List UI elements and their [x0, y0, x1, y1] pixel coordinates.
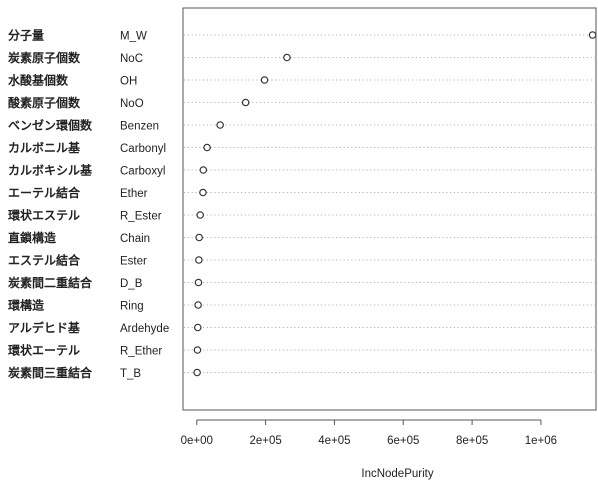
row-label-en: NoO [120, 98, 144, 110]
row-label-en: Chain [120, 233, 150, 245]
row-label-en: OH [120, 76, 137, 88]
plot-frame [182, 7, 597, 411]
data-point [260, 76, 269, 84]
row-labels: 分子量 M_W 炭素原子個数 NoC 水酸基個数 OH 酸素原子個数 NoO ベンゼン環個数 Be… [8, 28, 169, 381]
row-label-en: Ardehyde [120, 323, 169, 335]
row-label-en: Carboxyl [120, 166, 165, 178]
row-label-jp: 水酸基個数 [8, 73, 69, 88]
row-label-en: Ester [120, 256, 147, 268]
row-label-en: Ring [120, 301, 144, 313]
data-point [199, 166, 208, 174]
x-axis: 0e+00 2e+05 4e+05 6e+05 8e+05 1e+06 [181, 419, 557, 447]
data-point [195, 233, 203, 242]
row-label-jp: 環状エステル [8, 208, 80, 223]
row-label-jp: カルボキシル基 [8, 163, 93, 178]
row-label-en: Ether [120, 188, 148, 200]
row-label-jp: 環状エーテル [8, 343, 80, 358]
x-tick-label: 8e+05 [456, 435, 488, 447]
data-point [588, 31, 597, 39]
row-label-jp: 炭素原子個数 [8, 50, 81, 65]
row-label-jp: エステル結合 [8, 253, 81, 268]
x-tick-label: 0e+00 [181, 435, 213, 447]
row-label-en: R_Ester [120, 211, 162, 223]
x-tick-label: 6e+05 [387, 435, 419, 447]
data-point [193, 368, 201, 377]
row-label-jp: 炭素間三重結合 [8, 365, 93, 380]
row-label-jp: カルボニル基 [8, 140, 81, 155]
data-points [193, 31, 597, 377]
data-point [216, 121, 224, 129]
row-label-en: M_W [120, 31, 147, 43]
row-label-en: Benzen [120, 121, 159, 133]
x-tick-label: 2e+05 [249, 435, 281, 447]
row-label-jp: 酸素原子個数 [8, 95, 81, 110]
row-label-jp: アルデヒド基 [8, 320, 81, 335]
data-point [241, 98, 250, 107]
data-point [193, 323, 202, 332]
data-point [283, 53, 291, 62]
data-point [194, 301, 202, 309]
row-label-jp: ベンゼン環個数 [8, 118, 93, 133]
data-point [194, 278, 203, 287]
row-label-jp: 環構造 [8, 298, 45, 313]
x-axis-title: IncNodePurity [361, 468, 433, 480]
row-label-en: T_B [120, 368, 141, 380]
x-tick-label: 4e+05 [318, 435, 350, 447]
data-point [203, 143, 211, 152]
guide-lines [184, 34, 595, 373]
row-label-en: R_Ether [120, 346, 162, 358]
row-label-jp: 直鎖構造 [8, 230, 57, 245]
row-label-en: NoC [120, 53, 143, 65]
row-label-jp: 炭素間二重結合 [8, 275, 93, 290]
row-label-jp: エーテル結合 [8, 185, 81, 200]
data-point [196, 211, 205, 219]
data-point [199, 188, 207, 197]
row-label-en: Carbonyl [120, 143, 166, 155]
row-label-jp: 分子量 [8, 28, 44, 43]
row-label-en: D_B [120, 278, 143, 290]
data-point [195, 256, 203, 264]
data-point [193, 346, 202, 354]
x-tick-label: 1e+06 [525, 435, 557, 447]
